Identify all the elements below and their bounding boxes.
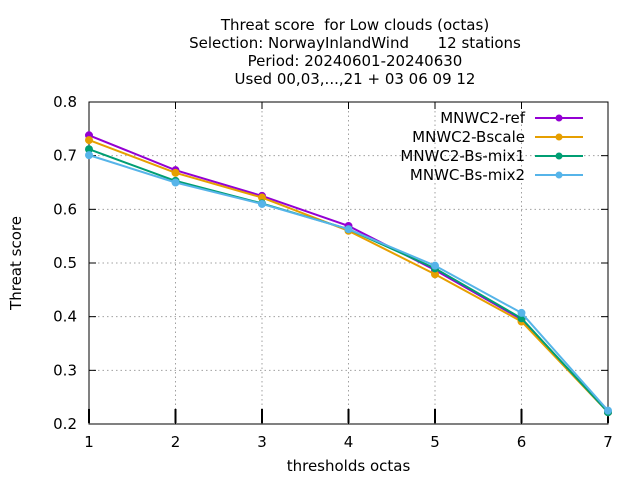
legend: MNWC2-refMNWC2-BscaleMNWC2-Bs-mix1MNWC-B… [400,109,583,184]
legend-marker-3 [555,152,563,160]
legend-label-1: MNWC2-ref [440,109,525,127]
x-tick-labels: 1 2 3 4 5 6 7 [84,433,613,451]
bottom-markers [88,408,609,423]
title-line-4: Used 00,03,...,21 + 03 06 09 12 [235,70,476,88]
x-tick-label: 7 [603,433,613,451]
series-4-point-1 [85,151,93,160]
y-tick-label: 0.2 [53,415,77,433]
series-4-point-3 [258,199,266,208]
title-line-2: Selection: NorwayInlandWind 12 stations [189,34,521,52]
grid [89,102,608,424]
legend-label-4: MNWC-Bs-mix2 [410,166,525,184]
legend-label-2: MNWC2-Bscale [412,128,525,146]
legend-marker-4 [555,171,563,179]
x-axis-label: thresholds octas [287,457,411,475]
series-4-point-2 [171,178,180,187]
series-2-point-1 [85,136,93,145]
y-axis-label: Threat score [7,216,25,311]
series-2-point-2 [171,168,180,177]
x-tick-label: 4 [344,433,354,451]
y-tick-label: 0.4 [53,308,77,326]
x-tick-label: 3 [257,433,267,451]
x-tick-label: 1 [84,433,94,451]
series [85,131,612,417]
x-tick-label: 6 [517,433,527,451]
x-tick-label: 5 [430,433,440,451]
legend-marker-1 [555,114,563,122]
title-line-3: Period: 20240601-20240630 [248,52,463,70]
y-tick-labels: 0.2 0.3 0.4 0.5 0.6 0.7 0.8 [53,93,77,433]
y-tick-label: 0.5 [53,254,77,272]
y-tick-label: 0.3 [53,361,77,379]
series-4-point-6 [517,308,526,317]
y-tick-label: 0.6 [53,200,77,218]
title-line-1: Threat score for Low clouds (octas) [220,16,489,34]
series-line-2 [88,139,609,413]
series-4-point-4 [344,225,353,234]
y-tick-label: 0.7 [53,147,77,165]
chart-title: Threat score for Low clouds (octas)Selec… [189,16,521,88]
y-tick-label: 0.8 [53,93,77,111]
series-4-point-7 [604,406,612,415]
legend-marker-2 [555,133,563,141]
series-4-point-5 [431,261,439,270]
legend-label-3: MNWC2-Bs-mix1 [400,147,525,165]
x-tick-label: 2 [171,433,181,451]
